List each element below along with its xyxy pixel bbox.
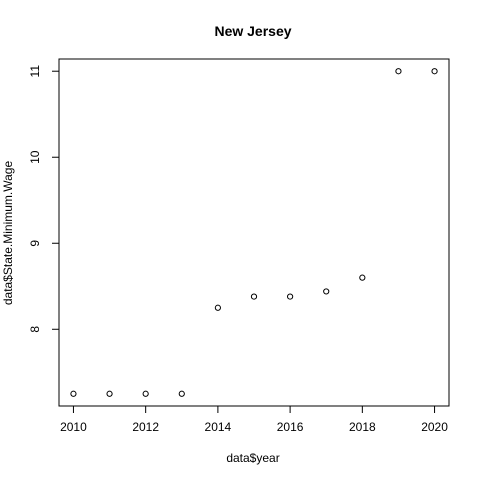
data-point (395, 68, 402, 75)
x-axis-label: data$year (226, 451, 279, 465)
x-tick-label: 2010 (60, 420, 87, 434)
y-tick-label: 9 (28, 240, 42, 247)
data-point (323, 288, 330, 295)
chart-title: New Jersey (214, 23, 291, 39)
y-axis-label: data$State.Minimum.Wage (1, 161, 15, 306)
y-axis: 8 9 10 11 (28, 65, 60, 333)
y-tick-label: 11 (28, 65, 42, 78)
x-tick-label: 2020 (421, 420, 448, 434)
y-tick-label: 10 (28, 150, 42, 164)
data-point (214, 304, 221, 311)
data-points (70, 68, 438, 397)
data-point (359, 274, 366, 281)
data-point (287, 293, 294, 300)
x-tick-label: 2012 (132, 420, 159, 434)
y-tick-label: 8 (28, 326, 42, 333)
x-tick-label: 2016 (277, 420, 304, 434)
data-point (142, 390, 149, 397)
data-point (70, 390, 77, 397)
x-tick-label: 2018 (349, 420, 376, 434)
data-point (106, 390, 113, 397)
plot-frame (58, 58, 450, 407)
x-tick-label: 2014 (205, 420, 232, 434)
data-point (250, 293, 258, 300)
x-axis: 2010 2012 2014 2016 2018 2020 (60, 405, 448, 434)
data-point (431, 68, 438, 75)
data-point (178, 390, 185, 397)
